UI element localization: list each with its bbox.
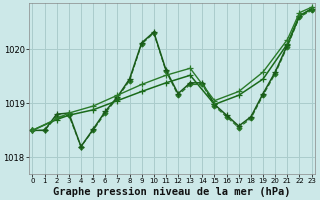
X-axis label: Graphe pression niveau de la mer (hPa): Graphe pression niveau de la mer (hPa)	[53, 186, 291, 197]
